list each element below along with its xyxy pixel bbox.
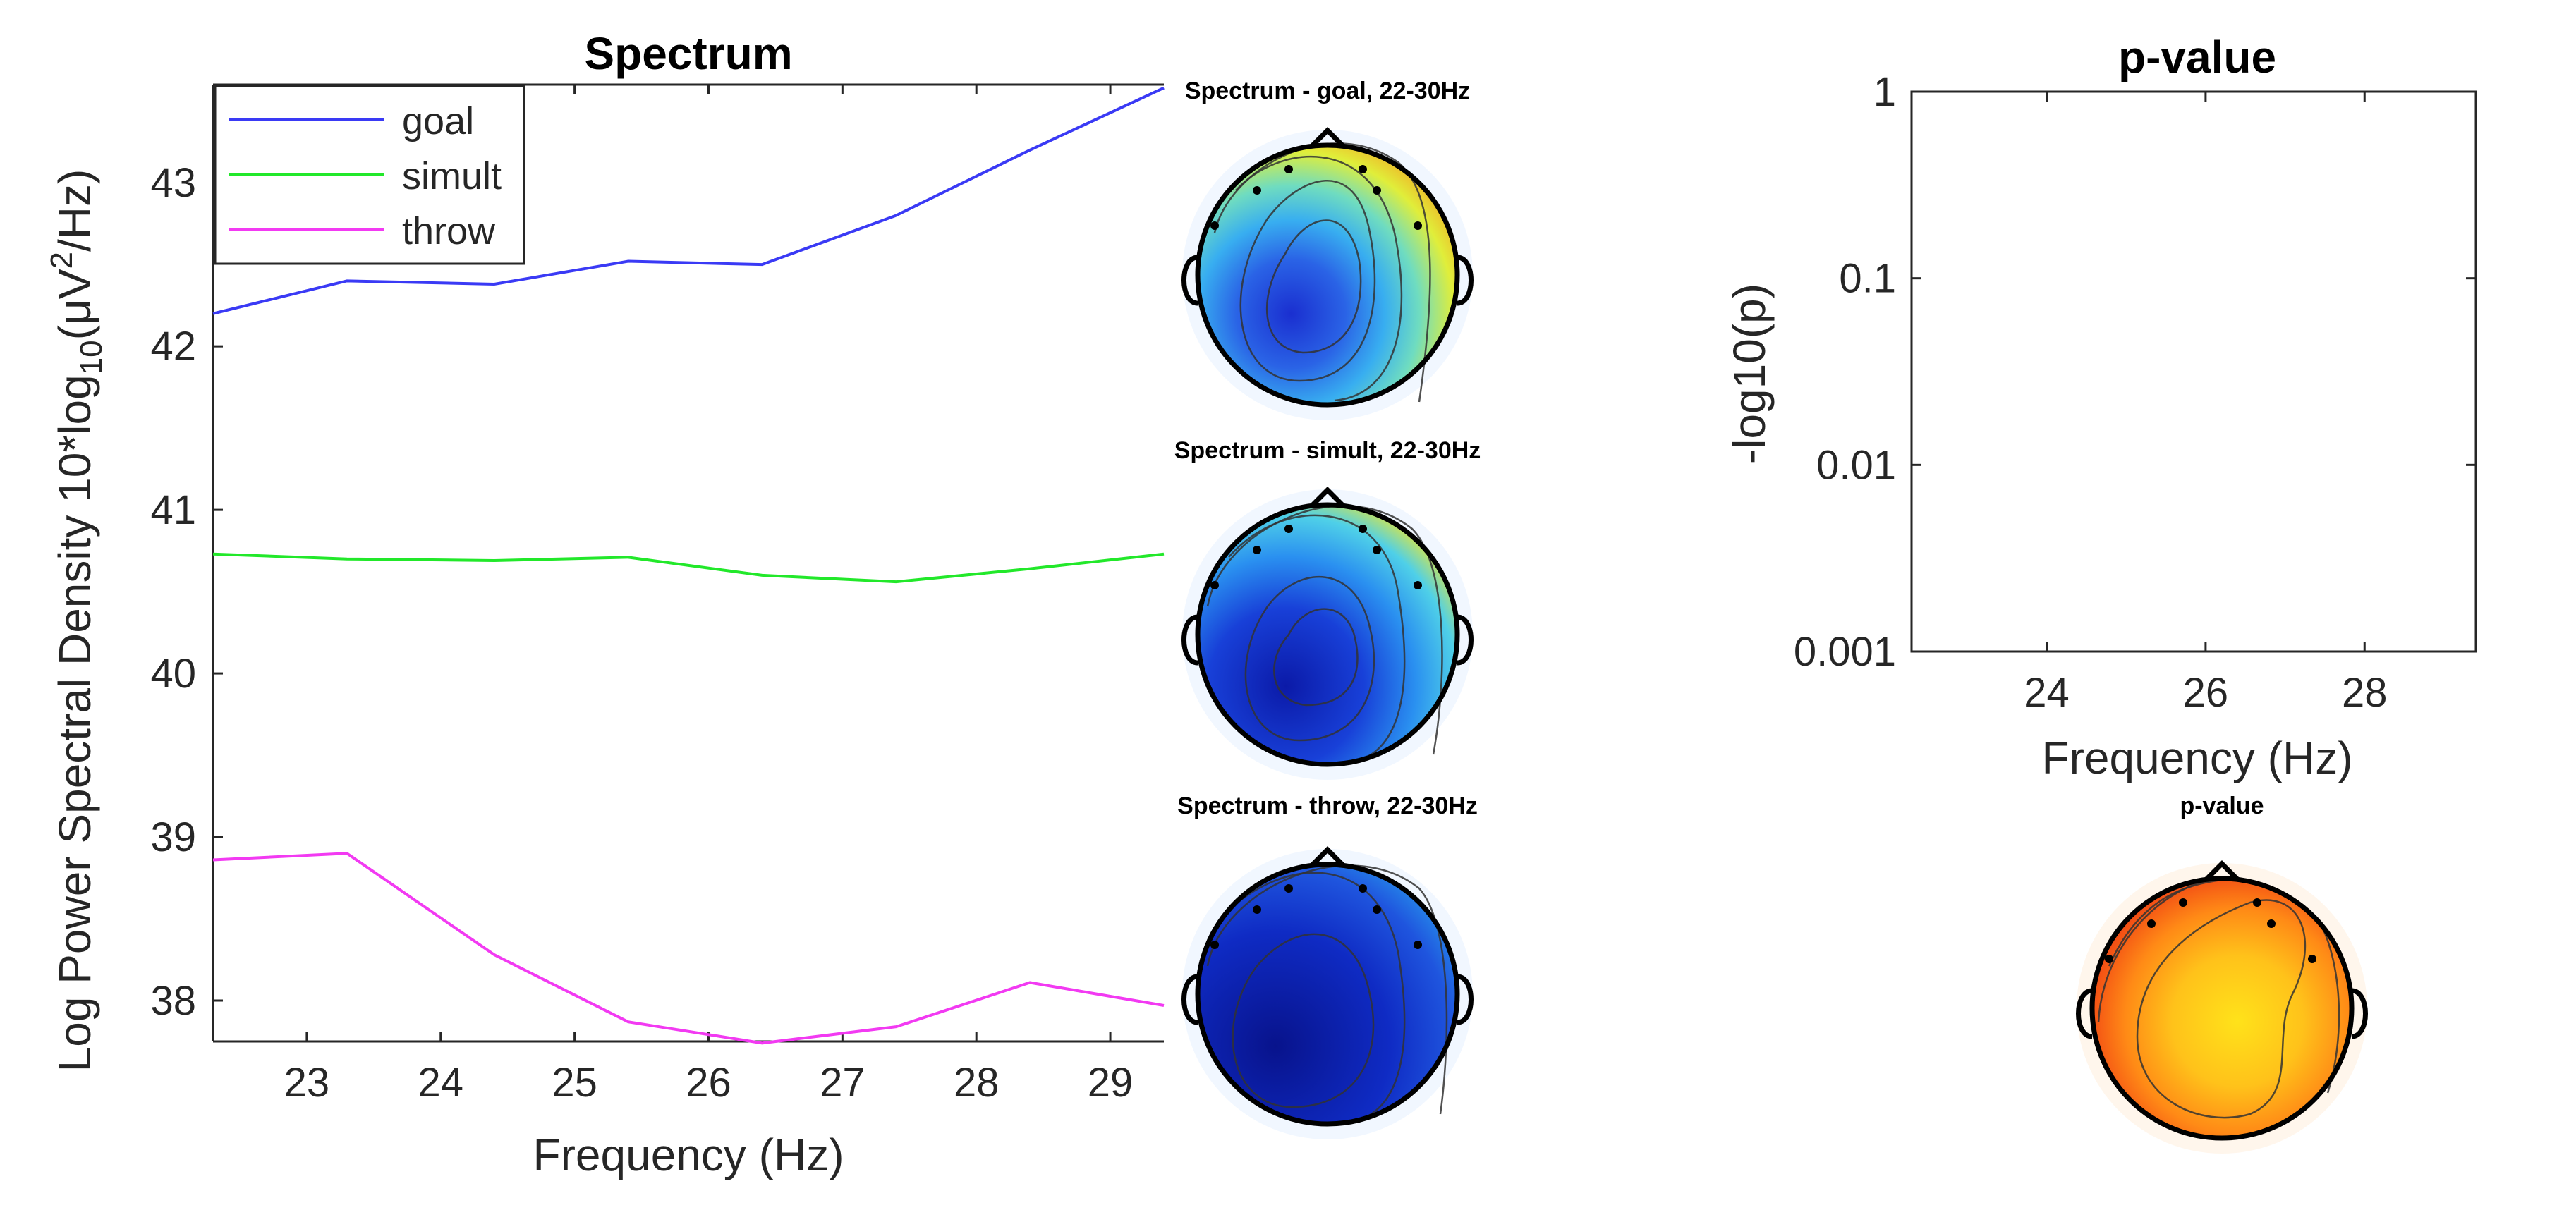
pvalue-y-tick-label: 0.01 xyxy=(1816,442,1896,488)
topoplot-goal: Spectrum - goal, 22-30Hz xyxy=(1181,78,1474,420)
spectrum-title: Spectrum xyxy=(584,28,792,79)
spectrum-legend: goal simult throw xyxy=(214,85,525,265)
legend-label-simult: simult xyxy=(402,155,502,197)
pvalue-axes-box xyxy=(1910,90,2477,653)
spectrum-y-label: Log Power Spectral Density 10*log10(μV2/… xyxy=(44,169,109,1072)
spectrum-x-tick-label: 27 xyxy=(820,1060,865,1106)
spectrum-y-tick-label: 41 xyxy=(150,487,196,533)
topoplot-goal-title: Spectrum - goal, 22-30Hz xyxy=(1185,78,1470,104)
series-line-throw xyxy=(212,852,1165,1045)
pvalue-x-label: Frequency (Hz) xyxy=(2042,733,2353,783)
topoplot-simult: Spectrum - simult, 22-30Hz xyxy=(1174,437,1481,780)
spectrum-x-tick-label: 29 xyxy=(1088,1060,1134,1106)
pvalue-x-tick-label: 24 xyxy=(2024,670,2070,716)
y-label-mid: (μV xyxy=(49,269,100,340)
legend-label-throw: throw xyxy=(402,210,496,252)
spectrum-x-tick-label: 28 xyxy=(954,1060,1000,1106)
series-line-goal xyxy=(212,86,1165,315)
pvalue-x-tick-label: 28 xyxy=(2342,670,2388,716)
spectrum-x-tick-label: 23 xyxy=(284,1060,330,1106)
spectrum-y-tick-label: 42 xyxy=(150,324,196,369)
spectrum-plot-area: 23 24 25 26 27 28 29 38 39 40 41 42 43 xyxy=(150,83,1165,1106)
pvalue-title: p-value xyxy=(2118,32,2276,82)
spectrum-y-tick-label: 38 xyxy=(150,978,196,1024)
topoplot-pvalue: p-value xyxy=(2076,793,2368,1154)
spectrum-x-label: Frequency (Hz) xyxy=(533,1130,844,1180)
pvalue-y-label: -log10(p) xyxy=(1724,283,1775,464)
pvalue-plot-area: 24 26 28 1 0.1 0.01 0.001 xyxy=(1794,69,2477,716)
y-label-sub: 10 xyxy=(74,340,109,374)
topoplot-throw-title: Spectrum - throw, 22-30Hz xyxy=(1177,793,1478,819)
spectrum-axes: Spectrum 23 24 25 26 27 28 29 38 39 40 41 42 43 Freq… xyxy=(44,28,1165,1180)
topoplot-throw: Spectrum - throw, 22-30Hz xyxy=(1177,793,1478,1139)
pvalue-y-tick-label: 1 xyxy=(1873,69,1896,115)
series-line-simult xyxy=(212,552,1165,584)
pvalue-y-tick-label: 0.1 xyxy=(1839,256,1896,302)
pvalue-y-tick-label: 0.001 xyxy=(1794,629,1896,675)
spectrum-x-tick-label: 24 xyxy=(418,1060,464,1106)
spectrum-y-tick-label: 39 xyxy=(150,814,196,860)
topoplot-pvalue-head xyxy=(2076,860,2368,1154)
pvalue-axes: p-value 24 26 28 1 0.1 0.01 0.001 Frequency (H… xyxy=(1724,32,2477,783)
spectrum-x-tick-label: 26 xyxy=(686,1060,731,1106)
spectrum-x-tick-label: 25 xyxy=(552,1060,597,1106)
spectrum-y-tick-label: 40 xyxy=(150,651,196,697)
y-label-end: /Hz) xyxy=(49,169,100,252)
topoplot-pvalue-title: p-value xyxy=(2180,793,2264,819)
pvalue-x-tick-label: 26 xyxy=(2183,670,2229,716)
topoplot-throw-head xyxy=(1181,846,1474,1139)
spectrum-y-tick-label: 43 xyxy=(150,160,196,206)
topoplot-simult-title: Spectrum - simult, 22-30Hz xyxy=(1174,437,1481,464)
y-label-main: Log Power Spectral Density 10*log xyxy=(49,374,100,1072)
topoplot-goal-head xyxy=(1181,127,1474,420)
legend-label-goal: goal xyxy=(402,100,474,142)
y-label-sup: 2 xyxy=(44,252,79,269)
topoplot-simult-head xyxy=(1181,487,1474,780)
